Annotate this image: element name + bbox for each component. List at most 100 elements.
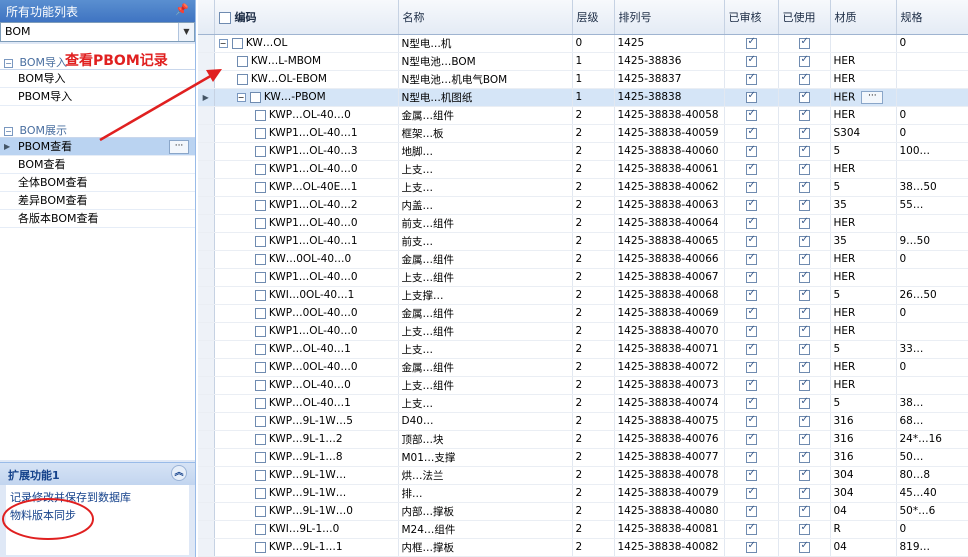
used-checkbox[interactable] [798,90,810,103]
cell-material[interactable]: HER ··· [830,88,897,107]
cell-name[interactable]: 上支撑… [398,286,573,305]
cell-material[interactable]: R [830,520,897,539]
used-checkbox[interactable] [798,288,810,301]
row-indicator[interactable] [198,106,215,125]
used-checkbox[interactable] [798,144,810,157]
cell-level[interactable]: 2 [572,286,615,305]
cell-material[interactable]: 35 [830,232,897,251]
cell-level[interactable]: 2 [572,412,615,431]
cell-level[interactable]: 2 [572,376,615,395]
cell-seq[interactable]: 1425-38838-40072 [614,358,725,377]
nav-item-bom-view[interactable]: BOM查看 [0,156,195,174]
cell-audited[interactable] [724,232,779,251]
cell-audited[interactable] [724,358,779,377]
audited-checkbox[interactable] [745,270,757,283]
nav-item-pbom-view[interactable]: ▶ PBOM查看 ··· [0,138,195,156]
used-checkbox[interactable] [798,180,810,193]
used-checkbox[interactable] [798,198,810,211]
cell-spec[interactable]: 0 [896,34,968,53]
row-indicator[interactable] [198,286,215,305]
cell-audited[interactable] [724,412,779,431]
cell-level[interactable]: 0 [572,34,615,53]
cell-audited[interactable] [724,142,779,161]
cell-audited[interactable] [724,160,779,179]
more-button[interactable]: ··· [861,90,884,104]
cell-level[interactable]: 2 [572,250,615,269]
audited-checkbox[interactable] [745,486,757,499]
cell-audited[interactable] [724,124,779,143]
cell-level[interactable]: 1 [572,52,615,71]
cell-spec[interactable]: 33… [896,340,968,359]
col-header-code[interactable]: 编码 [214,0,399,35]
audited-checkbox[interactable] [745,252,757,265]
audited-checkbox[interactable] [745,468,757,481]
row-indicator[interactable] [198,448,215,467]
cell-code[interactable]: KWP…OL-40…0 [214,106,399,125]
row-indicator[interactable]: ▶ [198,88,215,107]
cell-spec[interactable]: 0 [896,250,968,269]
used-checkbox[interactable] [798,468,810,481]
cell-seq[interactable]: 1425-38838-40081 [614,520,725,539]
cell-material[interactable]: 316 [830,448,897,467]
cell-audited[interactable] [724,322,779,341]
row-checkbox[interactable] [254,469,266,481]
row-indicator[interactable] [198,214,215,233]
cell-code[interactable]: − KW…OL [214,34,399,53]
cell-used[interactable] [778,286,831,305]
cell-seq[interactable]: 1425-38838-40075 [614,412,725,431]
cell-used[interactable] [778,322,831,341]
row-indicator[interactable] [198,340,215,359]
cell-used[interactable] [778,394,831,413]
cell-seq[interactable]: 1425-38836 [614,52,725,71]
audited-checkbox[interactable] [745,198,757,211]
cell-name[interactable]: 上支… [398,178,573,197]
cell-level[interactable]: 2 [572,448,615,467]
cell-material[interactable]: 5 [830,286,897,305]
row-checkbox[interactable] [254,145,266,157]
cell-level[interactable]: 2 [572,484,615,503]
nav-item-all-bom-view[interactable]: 全体BOM查看 [0,174,195,192]
cell-code[interactable]: KWP1…OL-40…1 [214,232,399,251]
cell-used[interactable] [778,196,831,215]
cell-seq[interactable]: 1425-38838-40069 [614,304,725,323]
audited-checkbox[interactable] [745,144,757,157]
cell-code[interactable]: KWP…9L-1W…5 [214,412,399,431]
row-indicator[interactable] [198,178,215,197]
cell-spec[interactable]: 38…50 [896,178,968,197]
row-checkbox[interactable] [254,199,266,211]
cell-spec[interactable]: 38… [896,394,968,413]
save-record-link[interactable]: 记录修改并保存到数据库 [10,491,131,504]
cell-spec[interactable]: 45…40 [896,484,968,503]
cell-material[interactable]: 04 [830,502,897,521]
row-indicator[interactable] [198,34,215,53]
cell-seq[interactable]: 1425-38838-40064 [614,214,725,233]
collapse-icon[interactable]: − [218,38,228,48]
cell-material[interactable]: 04 [830,538,897,557]
cell-level[interactable]: 2 [572,322,615,341]
cell-name[interactable]: 排… [398,484,573,503]
cell-material[interactable]: 5 [830,394,897,413]
row-checkbox[interactable] [254,415,266,427]
cell-spec[interactable]: 68… [896,412,968,431]
cell-spec[interactable] [896,214,968,233]
cell-level[interactable]: 2 [572,142,615,161]
cell-level[interactable]: 2 [572,394,615,413]
cell-code[interactable]: KWP1…OL-40…0 [214,322,399,341]
cell-name[interactable]: 前支…组件 [398,214,573,233]
row-checkbox[interactable] [254,307,266,319]
cell-spec[interactable]: 24*…16 [896,430,968,449]
audited-checkbox[interactable] [745,324,757,337]
cell-material[interactable]: HER [830,268,897,287]
cell-level[interactable]: 2 [572,214,615,233]
cell-level[interactable]: 2 [572,502,615,521]
audited-checkbox[interactable] [745,54,757,67]
cell-material[interactable]: HER [830,376,897,395]
cell-audited[interactable] [724,304,779,323]
used-checkbox[interactable] [798,450,810,463]
used-checkbox[interactable] [798,36,810,49]
cell-used[interactable] [778,358,831,377]
